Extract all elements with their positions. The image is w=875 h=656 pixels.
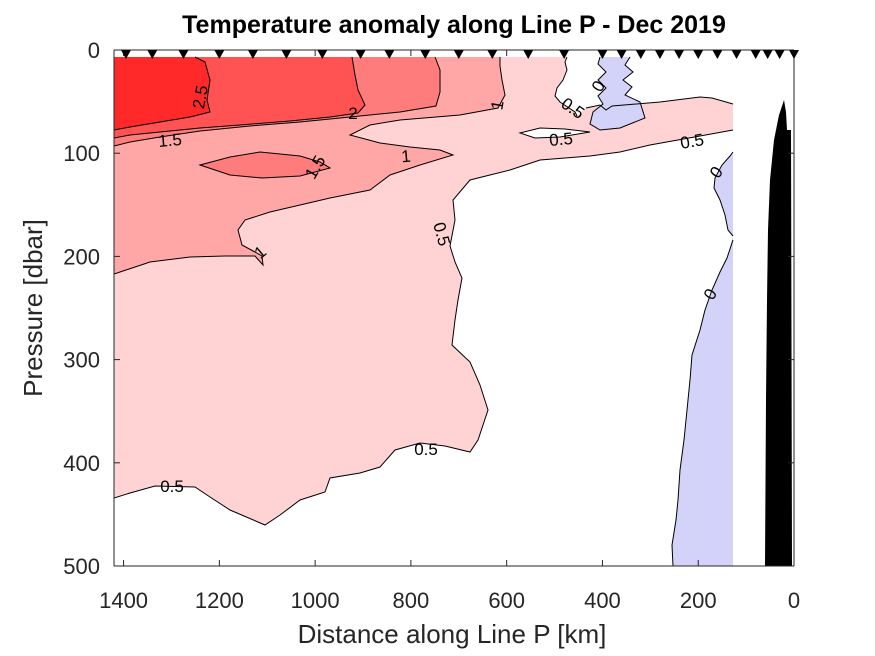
- contour-line-1: [114, 57, 506, 275]
- x-tick-label: 0: [788, 588, 800, 613]
- svg-text:0.5: 0.5: [160, 477, 184, 496]
- station-marker: [355, 50, 366, 59]
- contour-fills: [114, 55, 794, 566]
- contour-label: 0.5: [414, 440, 438, 459]
- contour-label: 2.5: [189, 84, 212, 111]
- contour-label: 1: [487, 99, 507, 112]
- station-marker: [453, 50, 464, 59]
- station-marker: [635, 50, 646, 59]
- station-marker: [178, 50, 189, 59]
- fill-lens-1.5-2: [200, 152, 330, 178]
- bathymetry-seafloor: [765, 100, 792, 566]
- x-axis-label: Distance along Line P [km]: [298, 619, 607, 649]
- x-tick-label: 1000: [291, 588, 340, 613]
- chart-title: Temperature anomaly along Line P - Dec 2…: [182, 11, 726, 39]
- station-marker: [654, 50, 665, 59]
- station-marker: [762, 50, 773, 59]
- contour-line-0.5-main: [554, 56, 578, 117]
- x-ticks: 1400 1200 1000 800 600 400 200 0: [99, 50, 800, 613]
- svg-text:0.5: 0.5: [679, 130, 706, 153]
- svg-text:0.5: 0.5: [414, 440, 438, 459]
- station-marker: [774, 50, 785, 59]
- contour-label: 0.5: [548, 129, 573, 150]
- station-marker: [693, 50, 704, 59]
- svg-text:1: 1: [487, 99, 507, 112]
- svg-text:2.5: 2.5: [189, 84, 212, 111]
- station-marker: [674, 50, 685, 59]
- x-tick-label: 1200: [195, 588, 244, 613]
- station-marker: [247, 50, 258, 59]
- x-tick-label: 400: [584, 588, 621, 613]
- station-marker: [120, 50, 131, 59]
- station-marker: [317, 50, 328, 59]
- station-marker: [712, 50, 723, 59]
- contour-line-1.5-upper: [114, 56, 441, 147]
- contour-line-0-coast: [671, 151, 734, 566]
- svg-text:1: 1: [400, 147, 411, 167]
- station-marker: [731, 50, 742, 59]
- x-tick-label: 1400: [99, 588, 148, 613]
- station-marker: [214, 50, 225, 59]
- contour-line-2.5: [114, 56, 211, 131]
- station-marker: [487, 50, 498, 59]
- contour-line-1.5-lens: [198, 151, 332, 179]
- contour-label: 2: [348, 104, 357, 123]
- fill-band-neg-coast: [672, 152, 733, 566]
- x-tick-label: 600: [488, 588, 525, 613]
- station-marker: [384, 50, 395, 59]
- contour-line-0.5-pocket: [518, 127, 591, 139]
- y-tick-label: 300: [63, 348, 100, 373]
- station-markers: [120, 50, 799, 59]
- svg-text:0.5: 0.5: [548, 129, 573, 150]
- station-marker: [281, 50, 292, 59]
- x-tick-label: 800: [393, 588, 430, 613]
- fill-nodata-strip: [733, 55, 763, 566]
- svg-text:1.5: 1.5: [157, 130, 182, 151]
- contour-line-0.5-lower: [114, 129, 734, 526]
- contour-label: 1.5: [157, 130, 182, 151]
- fill-band-2.5-3: [114, 57, 210, 130]
- fill-pocket-white: [520, 128, 590, 138]
- y-tick-label: 0: [88, 38, 100, 63]
- contour-line-2: [114, 56, 366, 139]
- contour-lines: [114, 56, 734, 566]
- station-marker: [559, 50, 570, 59]
- y-tick-label: 500: [63, 554, 100, 579]
- station-marker: [147, 50, 158, 59]
- y-ticks: 0 100 200 300 400 500: [63, 38, 794, 579]
- y-tick-label: 100: [63, 141, 100, 166]
- contour-line-0-top: [589, 56, 646, 131]
- y-axis-label: Pressure [dbar]: [18, 219, 48, 397]
- y-tick-label: 400: [63, 451, 100, 476]
- station-marker: [616, 50, 627, 59]
- station-marker: [750, 50, 761, 59]
- station-marker: [420, 50, 431, 59]
- y-tick-label: 200: [63, 244, 100, 269]
- svg-text:2: 2: [348, 104, 357, 123]
- station-marker: [597, 50, 608, 59]
- contour-label: 0.5: [160, 477, 184, 496]
- contour-label: 1: [400, 147, 411, 167]
- station-marker: [523, 50, 534, 59]
- x-tick-label: 200: [680, 588, 717, 613]
- fill-band-neg-top: [590, 57, 645, 130]
- station-marker: [789, 50, 799, 59]
- contour-label: 0.5: [679, 130, 706, 153]
